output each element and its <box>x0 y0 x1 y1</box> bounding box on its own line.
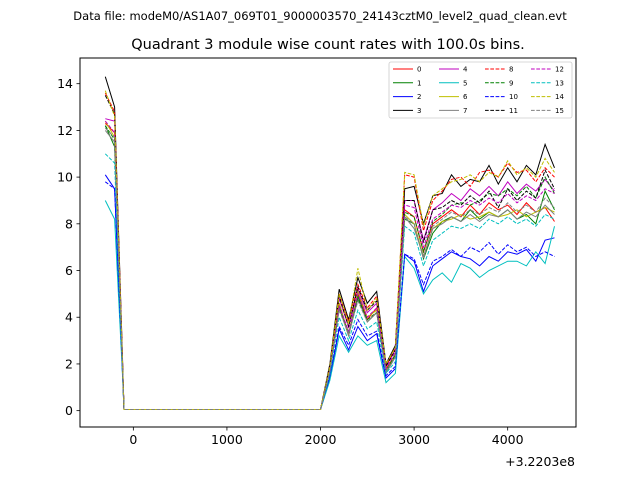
y-tick-label: 0 <box>65 403 73 418</box>
legend-label-0: 0 <box>417 66 421 74</box>
x-tick-label: 4000 <box>492 432 524 447</box>
x-tick-label: 1000 <box>211 432 243 447</box>
legend-label-2: 2 <box>417 93 421 101</box>
plot-frame <box>79 57 577 428</box>
legend-label-11: 11 <box>509 107 518 115</box>
legend-box <box>388 61 573 119</box>
y-tick-label: 12 <box>57 123 73 138</box>
y-tick-label: 14 <box>57 76 73 91</box>
legend-label-4: 4 <box>463 66 468 74</box>
y-tick-label: 10 <box>57 170 73 185</box>
x-tick-label: 2000 <box>305 432 337 447</box>
legend-label-15: 15 <box>555 107 564 115</box>
x-tick-label: 0 <box>129 432 137 447</box>
figure-suptitle: Data file: modeM0/AS1A07_069T01_90000035… <box>73 9 567 23</box>
x-tick-label: 3000 <box>398 432 430 447</box>
legend-label-14: 14 <box>555 93 564 101</box>
y-tick-label: 8 <box>65 216 73 231</box>
legend-label-1: 1 <box>417 79 421 87</box>
series-line-15 <box>104 127 555 410</box>
legend-label-9: 9 <box>509 79 513 87</box>
legend-label-6: 6 <box>463 93 468 101</box>
legend-label-8: 8 <box>509 66 513 74</box>
plot-area <box>80 58 576 427</box>
chart-title: Quadrant 3 module wise count rates with … <box>131 37 525 53</box>
series-line-14 <box>104 90 555 410</box>
series-line-11 <box>104 95 555 410</box>
x-offset-label: +3.2203e8 <box>505 454 575 469</box>
legend-label-10: 10 <box>509 93 518 101</box>
series-layer <box>104 76 555 410</box>
legend-label-3: 3 <box>417 107 421 115</box>
legend-label-12: 12 <box>555 66 564 74</box>
y-tick-label: 6 <box>65 263 73 278</box>
y-tick-label: 2 <box>65 356 73 371</box>
legend-label-5: 5 <box>463 79 467 87</box>
y-tick-label: 4 <box>65 310 73 325</box>
legend-label-7: 7 <box>463 107 467 115</box>
legend-label-13: 13 <box>555 79 564 87</box>
